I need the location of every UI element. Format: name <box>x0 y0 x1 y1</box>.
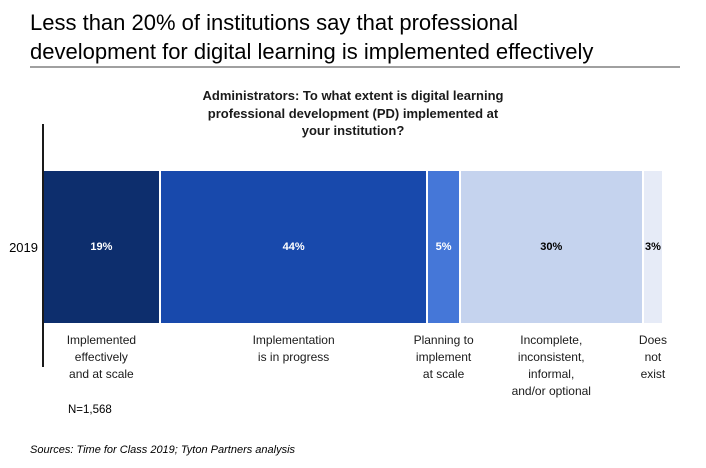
category-label-1: Implemented effectively and at scale <box>66 333 137 381</box>
y-axis-tick-label: 2019 <box>9 239 38 255</box>
bar-segment-5: 3% <box>643 171 662 323</box>
category-label-3: Planning to implement at scale <box>413 333 474 381</box>
category-label-5: Does not exist <box>638 333 667 381</box>
bar-segment-2: 44% <box>160 171 427 323</box>
bar-segment-3: 5% <box>428 171 459 323</box>
sample-size-note: N=1,568 <box>68 404 112 416</box>
category-label-4: Incomplete, inconsistent, informal, and/… <box>511 333 591 398</box>
bar-segment-1: 19% <box>44 171 159 323</box>
sources-note: Sources: Time for Class 2019; Tyton Part… <box>30 444 296 456</box>
y-axis-line <box>42 124 44 367</box>
category-labels: Implemented effectively and at scale Impl… <box>44 332 667 398</box>
chart-title: Administrators: To what extent is digita… <box>202 88 504 138</box>
title-underline <box>30 66 680 68</box>
slide-title: Less than 20% of institutions say that p… <box>30 10 594 64</box>
category-label-2: Implementation is in progress <box>252 333 335 364</box>
bar-segment-4: 30% <box>460 171 642 323</box>
stacked-bar-2019: 19% 44% 5% 30% 3% <box>44 171 662 323</box>
